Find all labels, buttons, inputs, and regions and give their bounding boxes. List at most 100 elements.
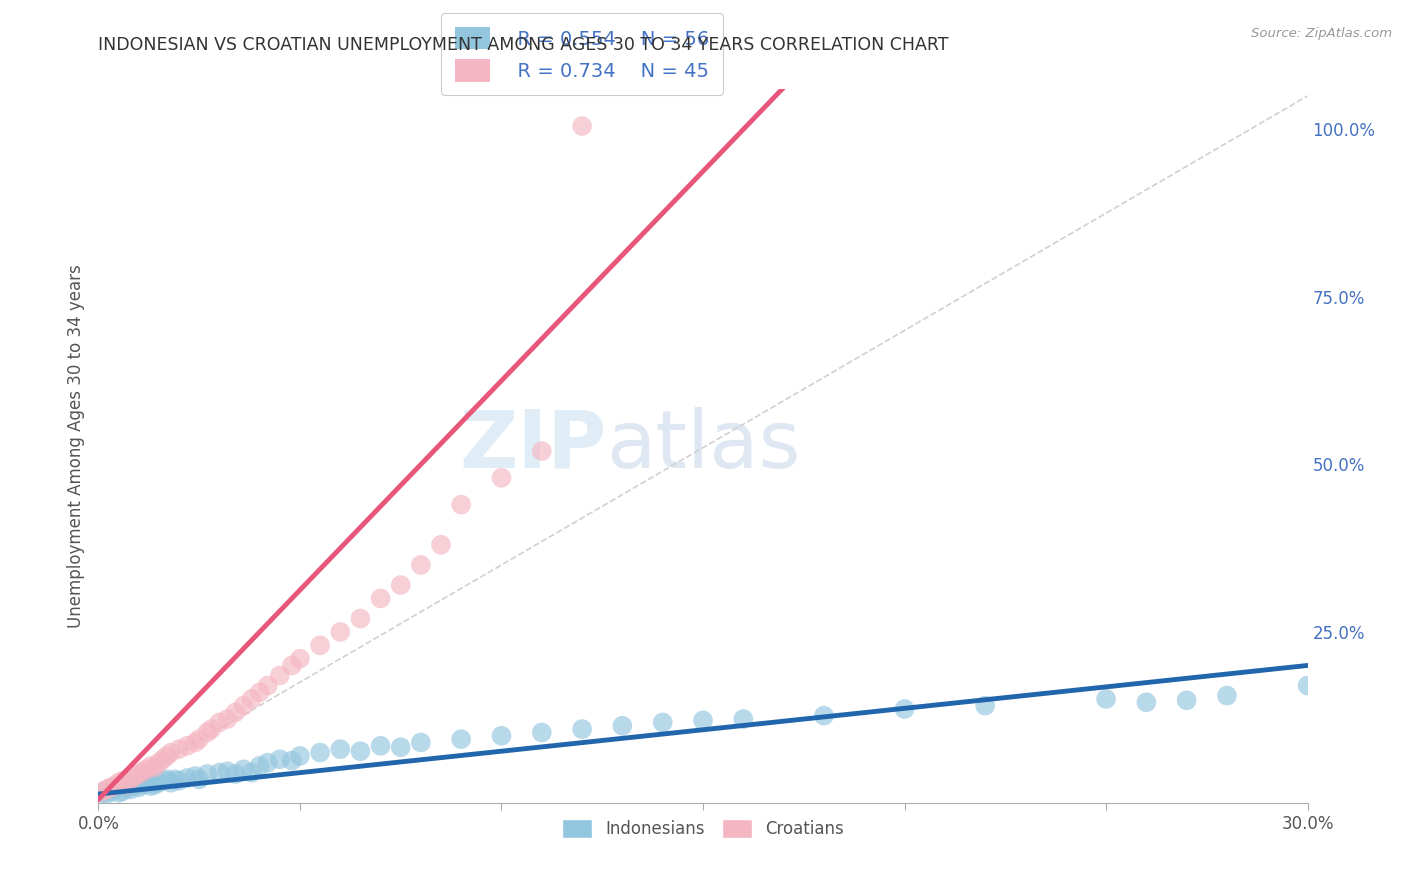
- Legend: Indonesians, Croatians: Indonesians, Croatians: [555, 812, 851, 845]
- Point: [103, 782, 125, 797]
- Point: [329, 624, 352, 639]
- Text: INDONESIAN VS CROATIAN UNEMPLOYMENT AMONG AGES 30 TO 34 YEARS CORRELATION CHART: INDONESIAN VS CROATIAN UNEMPLOYMENT AMON…: [98, 36, 949, 54]
- Point: [1135, 695, 1157, 709]
- Point: [132, 778, 155, 792]
- Point: [370, 591, 392, 606]
- Point: [733, 712, 755, 726]
- Point: [200, 722, 222, 736]
- Point: [240, 692, 263, 706]
- Point: [1296, 679, 1319, 693]
- Point: [256, 756, 278, 770]
- Point: [249, 685, 271, 699]
- Point: [309, 638, 332, 652]
- Point: [167, 742, 190, 756]
- Point: [139, 779, 162, 793]
- Point: [232, 698, 254, 713]
- Point: [217, 764, 239, 779]
- Point: [612, 719, 634, 733]
- Point: [281, 658, 304, 673]
- Point: [224, 706, 246, 720]
- Point: [152, 752, 174, 766]
- Point: [160, 775, 183, 789]
- Point: [530, 725, 553, 739]
- Point: [1216, 689, 1239, 703]
- Point: [249, 759, 271, 773]
- Point: [160, 746, 183, 760]
- Point: [128, 767, 150, 781]
- Y-axis label: Unemployment Among Ages 30 to 34 years: Unemployment Among Ages 30 to 34 years: [66, 264, 84, 628]
- Point: [107, 775, 129, 789]
- Point: [148, 756, 170, 770]
- Point: [208, 765, 231, 780]
- Point: [100, 780, 122, 795]
- Point: [409, 735, 432, 749]
- Point: [224, 767, 246, 781]
- Point: [974, 698, 997, 713]
- Point: [176, 771, 198, 785]
- Point: [232, 762, 254, 776]
- Point: [188, 772, 211, 787]
- Point: [389, 740, 412, 755]
- Point: [188, 732, 211, 747]
- Point: [184, 769, 207, 783]
- Point: [893, 702, 915, 716]
- Point: [1175, 693, 1198, 707]
- Point: [288, 748, 311, 763]
- Point: [124, 769, 146, 783]
- Point: [813, 708, 835, 723]
- Point: [124, 779, 146, 793]
- Point: [91, 784, 114, 798]
- Point: [195, 725, 218, 739]
- Point: [111, 784, 134, 798]
- Point: [156, 748, 179, 763]
- Point: [692, 714, 714, 728]
- Point: [115, 778, 138, 792]
- Point: [120, 772, 142, 787]
- Point: [329, 742, 352, 756]
- Point: [111, 773, 134, 788]
- Point: [156, 772, 179, 787]
- Point: [148, 775, 170, 789]
- Point: [143, 760, 166, 774]
- Point: [176, 739, 198, 753]
- Point: [184, 735, 207, 749]
- Point: [571, 722, 593, 736]
- Point: [349, 744, 371, 758]
- Point: [240, 765, 263, 780]
- Point: [143, 778, 166, 792]
- Point: [152, 773, 174, 788]
- Point: [309, 746, 332, 760]
- Point: [163, 772, 186, 787]
- Point: [208, 715, 231, 730]
- Point: [349, 611, 371, 625]
- Point: [135, 762, 157, 776]
- Text: atlas: atlas: [606, 407, 800, 485]
- Point: [103, 779, 125, 793]
- Point: [430, 538, 453, 552]
- Point: [256, 679, 278, 693]
- Point: [91, 786, 114, 800]
- Point: [120, 782, 142, 797]
- Point: [167, 773, 190, 788]
- Point: [100, 784, 122, 798]
- Point: [135, 775, 157, 789]
- Point: [491, 471, 513, 485]
- Point: [389, 578, 412, 592]
- Point: [530, 444, 553, 458]
- Point: [128, 780, 150, 795]
- Point: [139, 759, 162, 773]
- Point: [281, 754, 304, 768]
- Point: [491, 729, 513, 743]
- Point: [269, 668, 291, 682]
- Point: [651, 715, 673, 730]
- Text: Source: ZipAtlas.com: Source: ZipAtlas.com: [1251, 27, 1392, 40]
- Point: [571, 119, 593, 133]
- Point: [450, 732, 472, 747]
- Point: [269, 752, 291, 766]
- Point: [115, 780, 138, 795]
- Point: [1095, 692, 1118, 706]
- Point: [409, 558, 432, 572]
- Point: [96, 787, 118, 801]
- Point: [96, 782, 118, 797]
- Point: [107, 786, 129, 800]
